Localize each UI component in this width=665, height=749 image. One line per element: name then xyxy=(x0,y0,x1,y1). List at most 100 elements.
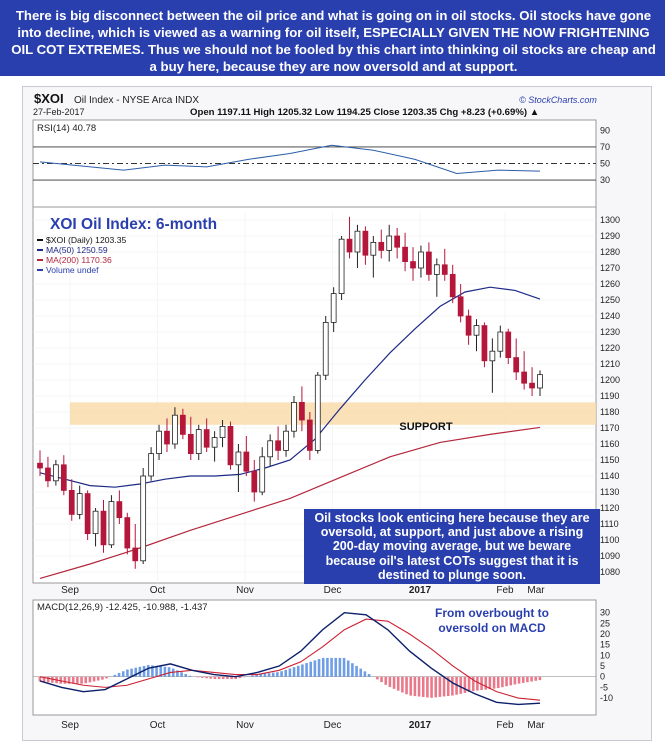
price-tick-label: 1140 xyxy=(600,471,619,481)
price-tick-label: 1120 xyxy=(600,503,619,513)
macd-histogram-bar xyxy=(276,672,279,677)
macd-histogram-bar xyxy=(376,676,379,680)
annotation-note: Oil stocks look enticing here because th… xyxy=(304,509,600,585)
macd-histogram-bar xyxy=(488,676,492,690)
macd-histogram-bar xyxy=(105,676,108,679)
macd-histogram-bar xyxy=(351,663,354,677)
chart-title: XOI Oil Index: 6-month xyxy=(50,216,217,233)
candle-body xyxy=(529,382,535,389)
macd-histogram-bar xyxy=(446,676,450,697)
macd-histogram-bar xyxy=(526,676,529,683)
macd-histogram-bar xyxy=(180,672,183,677)
candle-body xyxy=(473,325,480,336)
macd-tick-label: 30 xyxy=(600,608,610,618)
support-band xyxy=(70,402,596,425)
rsi-legend: RSI(14) 40.78 xyxy=(37,123,96,134)
price-x-axis: Sep Oct Nov Dec 2017 Feb Mar xyxy=(61,585,545,596)
macd-histogram-bar xyxy=(417,676,421,697)
macd-histogram-bar xyxy=(76,676,79,684)
ohlc-quote: Open 1197.11 High 1205.32 Low 1194.25 Cl… xyxy=(190,107,539,118)
macd-x-tick-label: Feb xyxy=(496,720,514,731)
macd-histogram-bar xyxy=(476,676,479,691)
candle-body xyxy=(346,238,353,253)
price-x-tick-label: Nov xyxy=(236,585,254,596)
macd-histogram-bar xyxy=(59,676,63,684)
macd-histogram-bar xyxy=(251,675,254,677)
macd-histogram-bar xyxy=(463,676,467,693)
candle-body xyxy=(84,493,91,535)
rsi-tick-label: 90 xyxy=(600,125,610,135)
macd-histogram-bar xyxy=(309,661,313,677)
macd-histogram-bar xyxy=(317,659,321,677)
candle-body xyxy=(211,437,218,448)
price-tick-label: 1130 xyxy=(600,487,619,497)
candle-body xyxy=(330,293,337,323)
price-tick-label: 1260 xyxy=(600,279,620,289)
macd-histogram-bar xyxy=(426,676,429,698)
macd-histogram-bar xyxy=(338,657,342,677)
candle-body xyxy=(505,331,512,359)
legend-entry: Volume undef xyxy=(46,265,99,275)
macd-histogram-bar xyxy=(96,676,100,681)
candle-body xyxy=(156,430,162,455)
macd-histogram-bar xyxy=(321,657,325,677)
macd-histogram-bar xyxy=(538,676,542,681)
candle-body xyxy=(402,246,408,262)
candle-body xyxy=(203,429,210,448)
macd-histogram-bar xyxy=(363,671,367,677)
macd-x-tick-label: Oct xyxy=(150,720,166,731)
macd-x-tick-label: Sep xyxy=(61,720,79,731)
candle-body xyxy=(457,296,464,317)
chart-exchange: Oil Index - NYSE Arca INDX xyxy=(74,95,199,106)
macd-histogram-bar xyxy=(121,671,125,677)
candle-body xyxy=(433,264,440,275)
macd-tick-label: -10 xyxy=(600,693,613,703)
support-label: SUPPORT xyxy=(399,421,452,433)
macd-histogram-bar xyxy=(267,673,271,677)
candle-body xyxy=(179,414,186,435)
macd-histogram-bar xyxy=(71,676,75,684)
candle-body xyxy=(132,547,139,562)
macd-histogram-bar xyxy=(396,676,400,691)
macd-histogram-bar xyxy=(255,674,258,677)
price-x-tick-label: 2017 xyxy=(409,585,432,596)
macd-histogram-bar xyxy=(226,676,229,680)
macd-histogram-bar xyxy=(205,676,208,679)
macd-annotation: From overbought to oversold on MACD xyxy=(435,606,549,635)
candle-body xyxy=(299,401,305,421)
macd-histogram-bar xyxy=(130,668,133,677)
macd-histogram-bar xyxy=(405,676,408,695)
rsi-tick-label: 30 xyxy=(600,175,610,185)
candle-body xyxy=(362,230,369,256)
price-plot: 1080 1090 1100 1110 1120 1130 1140 1150 1160 1170… xyxy=(33,212,620,583)
price-x-tick-label: Sep xyxy=(61,585,79,596)
macd-histogram-bar xyxy=(509,676,513,686)
macd-histogram-bar xyxy=(471,676,475,692)
macd-histogram-bar xyxy=(288,668,292,677)
candle-body xyxy=(418,251,424,269)
price-tick-label: 1300 xyxy=(600,215,620,225)
macd-note: From overbought to oversold on MACD xyxy=(435,606,549,635)
price-tick-label: 1200 xyxy=(600,375,620,385)
candle-body xyxy=(219,425,226,438)
candle-body xyxy=(394,235,401,248)
macd-tick-label: -5 xyxy=(600,682,608,692)
candle-body xyxy=(386,235,393,251)
candle-body xyxy=(243,451,250,472)
macd-histogram-bar xyxy=(467,676,471,693)
candle-body xyxy=(37,462,43,469)
candle-body xyxy=(195,429,202,455)
price-tick-label: 1170 xyxy=(600,423,619,433)
macd-histogram-bar xyxy=(296,665,300,677)
macd-histogram-bar xyxy=(146,665,150,677)
candle-body xyxy=(354,230,361,253)
macd-histogram-bar xyxy=(234,676,238,680)
candle-body xyxy=(338,238,345,294)
macd-histogram-bar xyxy=(201,676,204,678)
candle-body xyxy=(314,374,321,451)
macd-tick-label: 0 xyxy=(600,672,605,682)
macd-histogram-bar xyxy=(230,676,233,680)
price-tick-label: 1160 xyxy=(600,439,619,449)
candle-body xyxy=(306,419,313,451)
